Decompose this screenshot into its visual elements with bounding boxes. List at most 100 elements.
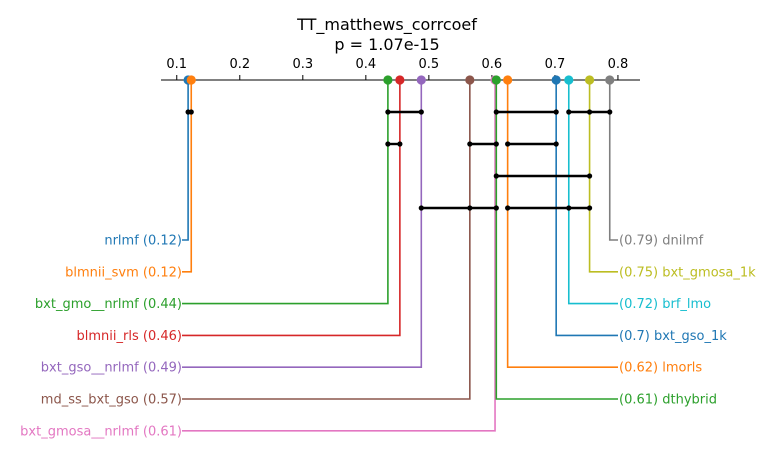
clique-point bbox=[505, 205, 511, 211]
marker-dnilmf bbox=[605, 75, 615, 85]
connector-bxt_gmosa_1k bbox=[588, 80, 618, 273]
clique-point bbox=[493, 205, 499, 211]
method-name: dthybrid bbox=[662, 393, 717, 408]
method-label-md_ss_bxt_gso: md_ss_bxt_gso (0.57) bbox=[41, 393, 182, 408]
method-name: bxt_gmosa_1k bbox=[662, 265, 756, 280]
clique-point bbox=[586, 205, 593, 211]
method-name: brf_lmo bbox=[662, 297, 711, 312]
method-label-bxt_gmosa_1k: (0.75) bxt_gmosa_1k bbox=[619, 265, 756, 280]
marker-blmnii_rls bbox=[395, 75, 405, 85]
method-value: (0.57) bbox=[143, 393, 182, 408]
marker-lmorls bbox=[503, 75, 513, 85]
method-label-blmnii_rls: blmnii_rls (0.46) bbox=[77, 329, 182, 344]
method-value: (0.46) bbox=[143, 329, 182, 344]
method-value: (0.61) bbox=[143, 424, 182, 439]
method-name: blmnii_svm bbox=[65, 265, 139, 280]
method-value: (0.79) bbox=[619, 234, 658, 249]
tick-label: 0.6 bbox=[482, 57, 503, 72]
clique-point bbox=[553, 109, 559, 115]
method-markers bbox=[183, 75, 615, 85]
chart-subtitle: p = 1.07e-15 bbox=[334, 35, 439, 54]
tick-label: 0.5 bbox=[419, 57, 440, 72]
axis-ticks: 0.1 0.2 0.3 0.4 0.5 0.6 0.7 0.8 bbox=[166, 57, 628, 80]
method-labels: nrlmf (0.12)blmnii_svm (0.12)bxt_gmo__nr… bbox=[20, 234, 756, 440]
connector-bxt_gmosa__nrlmf bbox=[182, 80, 496, 432]
marker-bxt_gmosa_1k bbox=[584, 75, 595, 85]
method-label-dthybrid: (0.61) dthybrid bbox=[619, 393, 717, 408]
connector-dnilmf bbox=[608, 80, 618, 241]
tick-label: 0.4 bbox=[355, 57, 376, 72]
method-value: (0.12) bbox=[143, 234, 182, 249]
method-name: dnilmf bbox=[662, 234, 703, 249]
connector-bxt_gso__nrlmf bbox=[182, 80, 423, 368]
method-name: bxt_gmo__nrlmf bbox=[35, 297, 139, 312]
method-value: (0.12) bbox=[143, 265, 182, 280]
connector-bxt_gmo__nrlmf bbox=[182, 80, 389, 305]
method-value: (0.44) bbox=[143, 297, 182, 312]
method-value: (0.72) bbox=[619, 297, 658, 312]
clique-point bbox=[607, 109, 613, 115]
tick-label: 0.3 bbox=[292, 57, 313, 72]
marker-dthybrid bbox=[491, 75, 501, 85]
method-name: md_ss_bxt_gso bbox=[41, 393, 139, 408]
clique-point bbox=[586, 109, 593, 115]
method-value: (0.49) bbox=[143, 361, 182, 376]
method-name: blmnii_rls bbox=[77, 329, 139, 344]
clique-point bbox=[397, 141, 403, 147]
method-label-lmorls: (0.62) lmorls bbox=[619, 361, 702, 376]
clique-point bbox=[493, 173, 499, 179]
connector-bxt_gso_1k bbox=[555, 80, 618, 337]
clique-point bbox=[566, 109, 572, 115]
chart-title: TT_matthews_corrcoef bbox=[296, 15, 477, 35]
clique-point bbox=[467, 141, 473, 147]
method-label-nrlmf: nrlmf (0.12) bbox=[104, 234, 182, 249]
clique-point bbox=[566, 205, 572, 211]
tick-label: 0.2 bbox=[229, 57, 250, 72]
tick-label: 0.8 bbox=[608, 57, 629, 72]
tick-label: 0.1 bbox=[166, 57, 187, 72]
method-label-dnilmf: (0.79) dnilmf bbox=[619, 234, 704, 249]
method-value: (0.75) bbox=[619, 265, 658, 280]
method-value: (0.61) bbox=[619, 393, 658, 408]
clique-point bbox=[467, 205, 473, 211]
connector-brf_lmo bbox=[567, 80, 618, 305]
marker-bxt_gso__nrlmf bbox=[416, 75, 426, 85]
clique-bars bbox=[185, 109, 613, 211]
method-label-blmnii_svm: blmnii_svm (0.12) bbox=[65, 265, 182, 280]
clique-point bbox=[586, 173, 593, 179]
method-label-bxt_gso__nrlmf: bxt_gso__nrlmf (0.49) bbox=[41, 361, 182, 376]
method-value: (0.7) bbox=[619, 329, 650, 344]
marker-bxt_gso_1k bbox=[551, 75, 561, 85]
connector-nrlmf bbox=[182, 80, 189, 241]
clique-point bbox=[188, 109, 194, 115]
method-label-bxt_gmosa__nrlmf: bxt_gmosa__nrlmf (0.61) bbox=[20, 424, 182, 439]
clique-point bbox=[553, 141, 559, 147]
method-connectors bbox=[182, 80, 618, 432]
method-name: bxt_gso__nrlmf bbox=[41, 361, 139, 376]
connector-md_ss_bxt_gso bbox=[182, 80, 471, 400]
marker-brf_lmo bbox=[564, 75, 574, 85]
connector-blmnii_svm bbox=[182, 80, 193, 273]
method-name: lmorls bbox=[662, 361, 702, 376]
method-label-bxt_gmo__nrlmf: bxt_gmo__nrlmf (0.44) bbox=[35, 297, 182, 312]
clique-point bbox=[493, 141, 499, 147]
method-name: bxt_gmosa__nrlmf bbox=[20, 424, 139, 439]
method-value: (0.62) bbox=[619, 361, 658, 376]
clique-point bbox=[493, 109, 499, 115]
method-name: nrlmf bbox=[104, 234, 139, 249]
clique-point bbox=[418, 205, 424, 211]
method-name: bxt_gso_1k bbox=[654, 329, 727, 344]
clique-point bbox=[505, 141, 511, 147]
marker-blmnii_svm bbox=[186, 75, 196, 85]
marker-bxt_gmo__nrlmf bbox=[383, 75, 393, 85]
marker-md_ss_bxt_gso bbox=[465, 75, 475, 85]
clique-point bbox=[385, 109, 391, 115]
connector-dthybrid bbox=[495, 80, 618, 400]
tick-label: 0.7 bbox=[545, 57, 566, 72]
clique-point bbox=[385, 141, 391, 147]
connector-blmnii_rls bbox=[182, 80, 401, 337]
method-label-bxt_gso_1k: (0.7) bxt_gso_1k bbox=[619, 329, 727, 344]
clique-point bbox=[418, 109, 424, 115]
connector-lmorls bbox=[506, 80, 618, 368]
